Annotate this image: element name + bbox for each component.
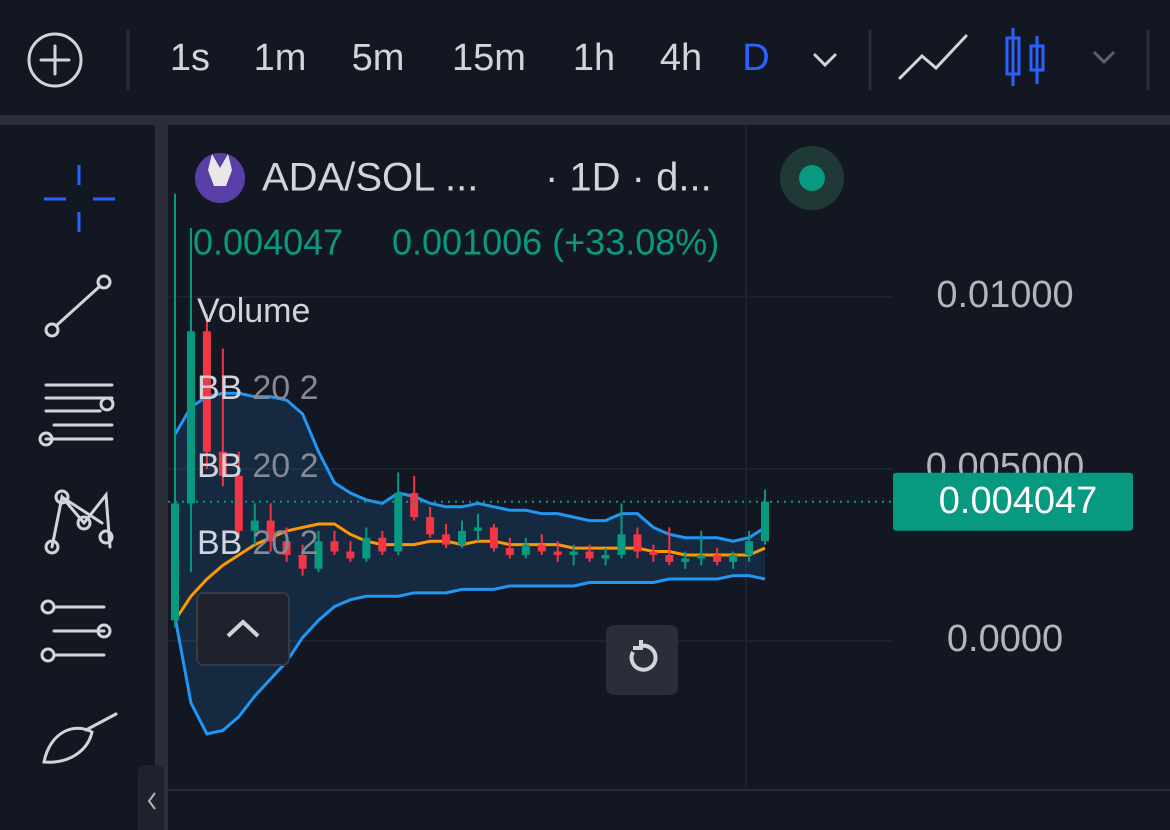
interval-button[interactable]: 15m [452,37,526,79]
candle-body [171,503,179,621]
toolbar [0,0,1170,115]
interval: · 1D · d... [545,156,712,200]
candle-body [601,554,610,559]
crosshair-tool[interactable] [44,165,115,232]
candle-body [202,331,211,452]
trendline-tool[interactable] [44,274,112,338]
interval-button[interactable]: 5m [352,37,405,79]
indicator-name: BB [197,447,242,485]
candle-body [426,517,435,535]
more-intervals[interactable] [813,53,837,68]
candle-body [681,558,690,562]
candle-body [665,554,674,562]
candle-body [729,554,738,562]
candle-body [394,493,403,552]
candle-body [362,537,371,559]
interval-button[interactable]: 1s [170,37,210,79]
reset-icon [629,640,658,672]
symbol[interactable]: ADA/SOL ... [262,156,478,200]
last-value: 0.004047 [193,222,343,263]
candle-body [298,554,307,569]
indicator-name: BB [197,524,242,562]
indicator-label: BB 20 2 [197,524,319,562]
candle-body [473,527,482,531]
candle-body [250,520,259,531]
indicator-label: Volume [197,292,310,330]
drawing-toolbar [0,125,155,830]
separator [155,125,168,830]
interval-button[interactable]: 1h [573,37,615,79]
candle-body [410,493,419,518]
candle-body [617,534,626,555]
add-button[interactable] [27,32,83,88]
candle-body [330,541,339,552]
indicator-params: 20 2 [252,524,318,562]
candle-body [745,541,754,555]
candle-body [553,551,562,555]
lines-tool[interactable] [38,383,115,447]
logo-glyph [208,154,232,186]
candle-body [266,520,275,542]
collapse-legend[interactable] [196,592,290,666]
interval-bar: 1s 1m 5m 15m 1h 4h D [170,37,770,79]
interval-button[interactable]: D [742,37,769,79]
candle-body [505,548,514,555]
candle-body [569,551,578,555]
candle-chart-button[interactable] [1005,28,1045,86]
candle-body [489,527,498,549]
pattern-tool[interactable] [44,489,114,555]
bb-line [173,574,766,736]
candle-body [537,544,546,552]
candle-body [697,554,706,559]
candle-body [458,530,467,545]
brush-tool[interactable] [42,712,118,764]
candle-body [186,331,195,504]
candle-body [378,537,387,552]
indicator-params: 20 2 [252,369,318,407]
y-tick-label: 0.01000 [936,274,1073,316]
change-value: 0.001006 (+33.08%) [392,222,719,263]
candle-body [442,534,451,545]
indicator-label: BB 20 2 [197,447,319,485]
candle-body [218,451,227,476]
market-status-dot [799,165,825,191]
candle-body [346,551,355,559]
candle-body [633,534,642,552]
indicator-label: BB 20 2 [197,369,319,407]
indicator-name: Volume [197,292,310,330]
candle-body [761,501,769,542]
separator [0,115,1170,125]
chart-type-more[interactable] [1092,50,1116,65]
y-tick-label: 0.0000 [947,618,1063,660]
candle-body [521,544,530,555]
indicator-list: Volume BB 20 2 BB 20 2 BB 20 2 [197,292,319,562]
indicator-params: 20 2 [252,447,318,485]
last-price-badge [893,472,1133,531]
indicator-name: BB [197,369,242,407]
candle-body [282,541,291,555]
candle-body [314,541,323,569]
candle-body [234,475,243,531]
line-chart-button[interactable] [898,34,968,80]
last-price-label: 0.004047 [939,480,1098,522]
candle-body [585,551,594,559]
collapse-arrow [147,792,156,810]
bb-fill [175,393,765,734]
reset-chart[interactable] [606,625,678,695]
candle-body [713,554,722,562]
fib-tool[interactable] [40,599,112,663]
bb-line [173,391,766,543]
interval-button[interactable]: 1m [254,37,307,79]
collapse-arrow [226,619,260,638]
interval-button[interactable]: 4h [660,37,702,79]
candle-body [649,551,658,555]
plot [168,193,893,736]
